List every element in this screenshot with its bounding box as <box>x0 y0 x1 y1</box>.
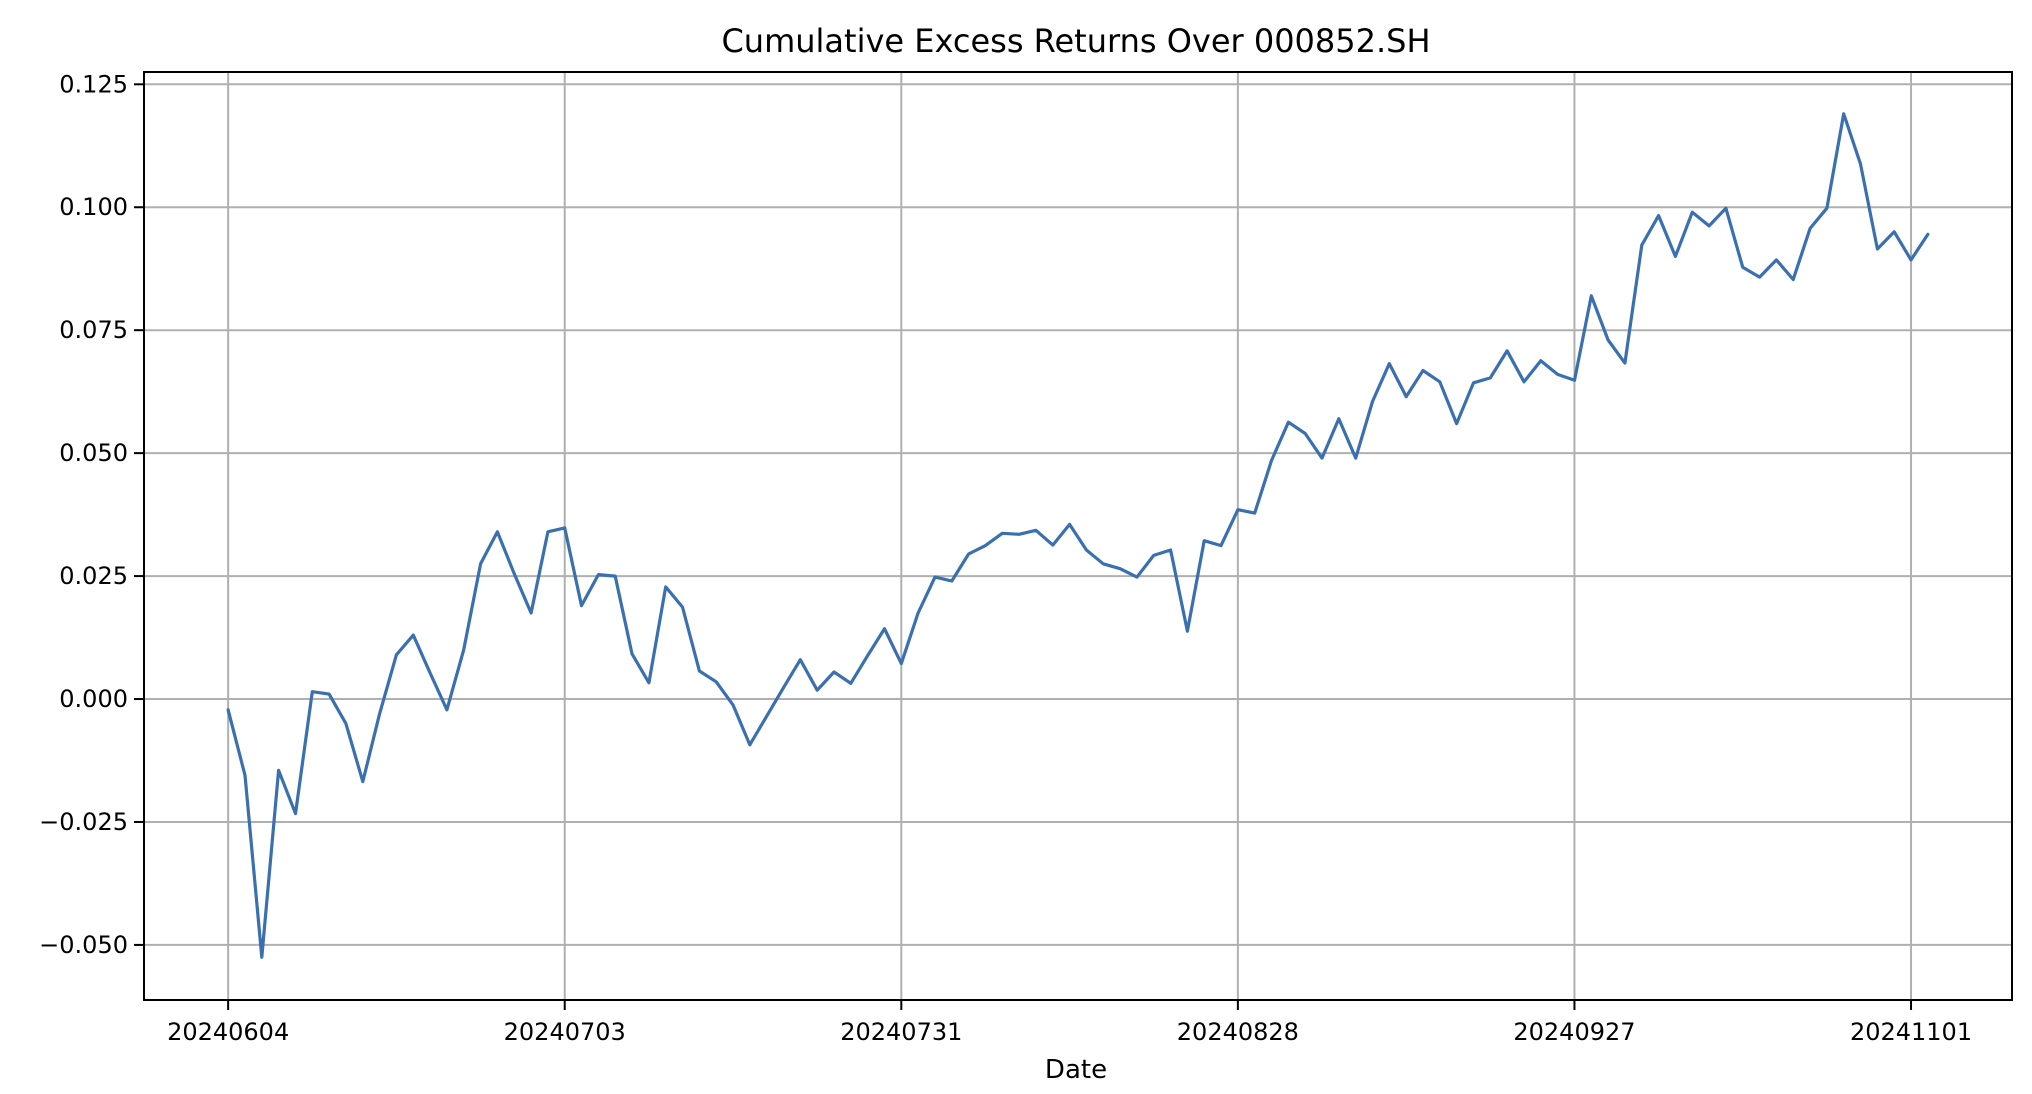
y-gridlines <box>144 83 2012 946</box>
x-tick-label: 20240731 <box>840 1018 962 1046</box>
x-axis-label: Date <box>1045 1055 1107 1085</box>
x-tick-label: 20240927 <box>1513 1018 1635 1046</box>
x-axis-ticks: 20240604 20240703 20240731 20240828 20240927… <box>167 1000 1972 1046</box>
y-tick-label: 0.125 <box>59 70 128 98</box>
series-layer <box>226 112 1930 959</box>
chart-title: Cumulative Excess Returns Over 000852.SH <box>721 22 1430 60</box>
x-tick-label: 20240828 <box>1177 1018 1299 1046</box>
y-tick-label: −0.050 <box>39 931 128 959</box>
y-tick-label: 0.025 <box>59 562 128 590</box>
cumulative-excess-return-line <box>226 112 1930 959</box>
x-tick-label: 20241101 <box>1850 1018 1972 1046</box>
y-tick-label: 0.050 <box>59 439 128 467</box>
x-tick-label: 20240604 <box>167 1018 289 1046</box>
y-axis-ticks: −0.050 −0.025 0.000 0.025 0.050 0.075 0.100 0.1… <box>39 70 144 959</box>
plot-frame <box>143 71 2013 1001</box>
y-tick-label: 0.100 <box>59 193 128 221</box>
x-tick-label: 20240703 <box>504 1018 626 1046</box>
y-tick-label: 0.000 <box>59 685 128 713</box>
y-tick-label: 0.075 <box>59 316 128 344</box>
x-gridlines <box>227 72 1913 1000</box>
y-tick-label: −0.025 <box>39 808 128 836</box>
